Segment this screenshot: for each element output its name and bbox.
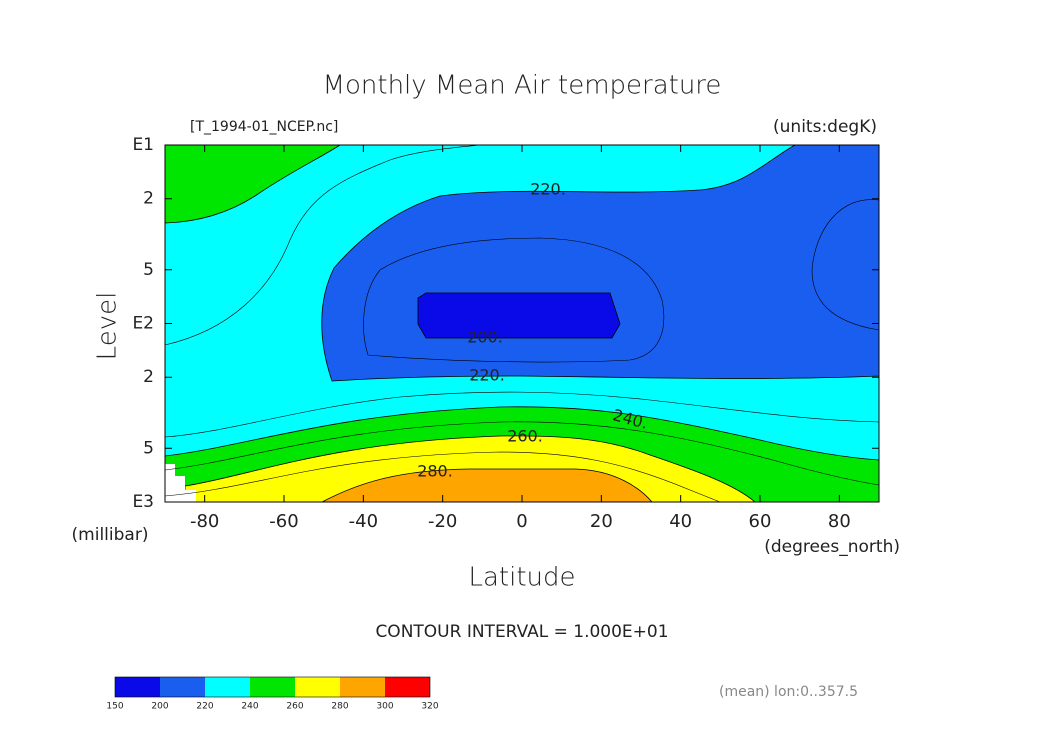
colorbar-label: 320 [421,702,438,712]
file-label: [T_1994-01_NCEP.nc] [190,119,338,135]
chart-title: Monthly Mean Air temperature [323,71,722,101]
contour-region [164,144,342,224]
contour-line [164,421,880,486]
x-tick-label: -20 [428,511,457,532]
x-tick-label: 0 [516,511,527,532]
colorbar-label: 150 [106,702,123,712]
contour-region [321,468,653,503]
colorbar-box [385,677,430,697]
colorbar-box [250,677,295,697]
colorbar-box [160,677,205,697]
x-tick-label: 20 [590,511,613,532]
y-axis-label: Level [93,292,123,361]
footnote: (mean) lon:0..357.5 [719,684,858,700]
colorbar-box [115,677,160,697]
x-units: (degrees_north) [764,537,900,557]
y-tick-label: 2 [143,189,154,209]
colorbar-box [340,677,385,697]
x-axis-label: Latitude [468,563,575,593]
y-tick-label: E2 [132,314,154,334]
y-tick-label: E3 [132,492,154,512]
units-label: (units:degK) [773,117,877,137]
x-tick-label: -60 [269,511,298,532]
x-tick-label: 60 [749,511,772,532]
contour-label: 220. [469,366,505,385]
contour-label: 260. [507,427,543,446]
colorbar-label: 200 [151,702,168,712]
colorbar-label: 300 [376,702,393,712]
colorbar-label: 280 [331,702,348,712]
x-tick-label: 40 [669,511,692,532]
y-units: (millibar) [72,525,149,545]
contour-region [417,292,621,339]
y-tick-label: 5 [143,260,154,280]
contour-label: 280. [417,462,453,481]
colorbar-label: 240 [241,702,258,712]
y-tick-label: E1 [132,135,154,155]
missing-data [165,464,196,502]
colorbar-label: 220 [196,702,213,712]
contour-line [164,144,481,346]
contour-line [164,451,721,503]
x-tick-label: -40 [349,511,378,532]
contour-label: 200. [467,328,503,347]
colorbar-box [205,677,250,697]
colorbar-frame [114,676,431,698]
x-tick-label: 80 [828,511,851,532]
y-tick-label: 2 [143,367,154,387]
contour-interval: CONTOUR INTERVAL = 1.000E+01 [375,622,668,642]
colorbar-label: 260 [286,702,303,712]
contour-line [164,391,880,438]
y-tick-label: 5 [143,438,154,458]
x-tick-label: -80 [190,511,219,532]
contour-label: 220. [530,180,566,199]
colorbar-box [295,677,340,697]
